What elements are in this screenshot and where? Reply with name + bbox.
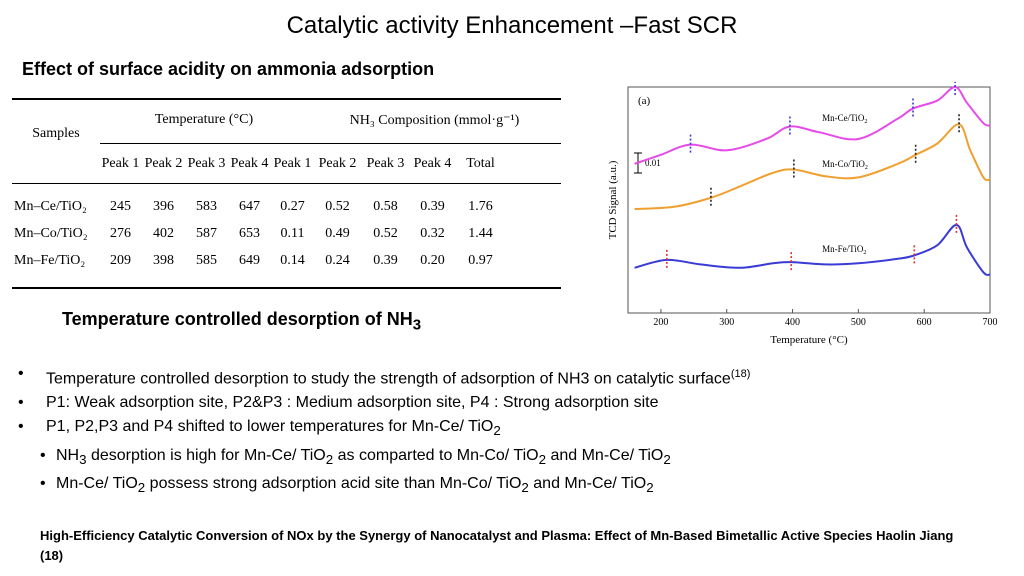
table-value-cell: 0.14 (280, 253, 305, 268)
scale-label: 0.01 (645, 158, 661, 168)
table-value-cell: 0.20 (420, 253, 445, 268)
table-subheader: Peak 4 (413, 156, 452, 171)
x-tick-label: 500 (851, 317, 866, 328)
samples-header: Samples (32, 126, 80, 141)
table-value-cell: 402 (153, 226, 174, 241)
table-value-cell: 0.97 (468, 253, 493, 268)
chart-frame (627, 86, 991, 314)
table-value-cell: 1.76 (468, 199, 493, 214)
table-value-cell: 647 (239, 199, 260, 214)
table-value-cell: 583 (196, 199, 217, 214)
table-subheader: Peak 1 (273, 156, 312, 171)
table-subheader: Peak 1 (101, 156, 140, 171)
table-value-cell: 245 (110, 199, 131, 214)
table-value-cell: 0.52 (325, 199, 350, 214)
slide-title: Catalytic activity Enhancement –Fast SCR (286, 12, 738, 39)
series-label: Mn-Co/TiO2 (822, 159, 868, 171)
series-line (634, 223, 991, 276)
nh3-tpd-table: Samples Temperature (°C) NH₃ Composition… (12, 98, 561, 290)
table-value-cell: 0.32 (420, 226, 445, 241)
y-axis-label: TCD Signal (a.u.) (607, 160, 619, 239)
table-subheader: Peak 2 (144, 156, 183, 171)
series-line (634, 123, 991, 211)
table-value-cell: 0.39 (420, 199, 445, 214)
bullet-3: • P1, P2,P3 and P4 shifted to lower tempe… (18, 418, 501, 439)
table-value-cell: 653 (239, 226, 260, 241)
panel-label: (a) (638, 95, 651, 107)
table-value-cell: 0.11 (280, 226, 305, 241)
table-sample-cell: Mn–Co/TiO₂ (14, 226, 88, 241)
table-value-cell: 396 (153, 199, 174, 214)
x-axis-label: Temperature (°C) (770, 334, 848, 346)
table-group-rule (100, 143, 561, 144)
x-tick-label: 700 (983, 317, 998, 328)
sub-bullet-2: • Mn-Ce/ TiO2 possess strong adsorption a… (40, 474, 654, 495)
table-value-cell: 398 (153, 253, 174, 268)
table-value-cell: 0.24 (325, 253, 350, 268)
bullet-1: • Temperature controlled desorption to st… (18, 365, 751, 388)
table-value-cell: 0.27 (280, 199, 305, 214)
bullet-2: • P1: Weak adsorption site, P2&P3 : Mediu… (18, 394, 659, 412)
tpd-chart-svg: (a) 0.01 TCD Signal (a.u.) Temperature (… (607, 77, 998, 346)
x-tick-label: 400 (785, 317, 800, 328)
x-tick-label: 600 (917, 317, 932, 328)
table-subheader: Total (466, 156, 495, 171)
series-label: Mn-Fe/TiO2 (822, 244, 866, 256)
table-top-rule (12, 98, 561, 100)
x-tick-label: 200 (653, 317, 668, 328)
x-tick-label: 300 (719, 317, 734, 328)
table-value-cell: 1.44 (468, 226, 493, 241)
table-value-cell: 276 (110, 226, 131, 241)
series-label: Mn-Ce/TiO2 (822, 113, 867, 125)
table-bottom-rule (12, 287, 561, 289)
table-value-cell: 0.58 (373, 199, 398, 214)
nh3-composition-group-header: NH₃ Composition (mmol·g⁻¹) (349, 113, 520, 128)
table-sample-cell: Mn–Ce/TiO₂ (14, 199, 87, 214)
series-line (634, 86, 991, 165)
reference-citation: High-Efficiency Catalytic Conversion of … (40, 528, 954, 563)
table-value-cell: 0.39 (373, 253, 398, 268)
table-subheader: Peak 3 (366, 156, 405, 171)
table-value-cell: 0.49 (325, 226, 350, 241)
tpd-chart: (a) 0.01 TCD Signal (a.u.) Temperature (… (600, 77, 1010, 357)
table-header-rule (12, 183, 561, 184)
table-sample-cell: Mn–Fe/TiO₂ (14, 253, 86, 268)
table-value-cell: 209 (110, 253, 131, 268)
temperature-group-header: Temperature (°C) (154, 112, 254, 127)
bullet-list: • Temperature controlled desorption to st… (18, 362, 1008, 500)
section-subtitle: Effect of surface acidity on ammonia ads… (22, 59, 435, 79)
table-subheader: Peak 3 (187, 156, 226, 171)
tpd-section-title: Temperature controlled desorption of NH3 (62, 309, 422, 334)
table-value-cell: 587 (196, 226, 217, 241)
table-value-cell: 649 (239, 253, 260, 268)
table-subheader: Peak 2 (318, 156, 357, 171)
sub-bullet-1: • NH3 desorption is high for Mn-Ce/ TiO2 … (40, 446, 671, 467)
table-subheader: Peak 4 (230, 156, 269, 171)
table-value-cell: 0.52 (373, 226, 398, 241)
table-value-cell: 585 (196, 253, 217, 268)
